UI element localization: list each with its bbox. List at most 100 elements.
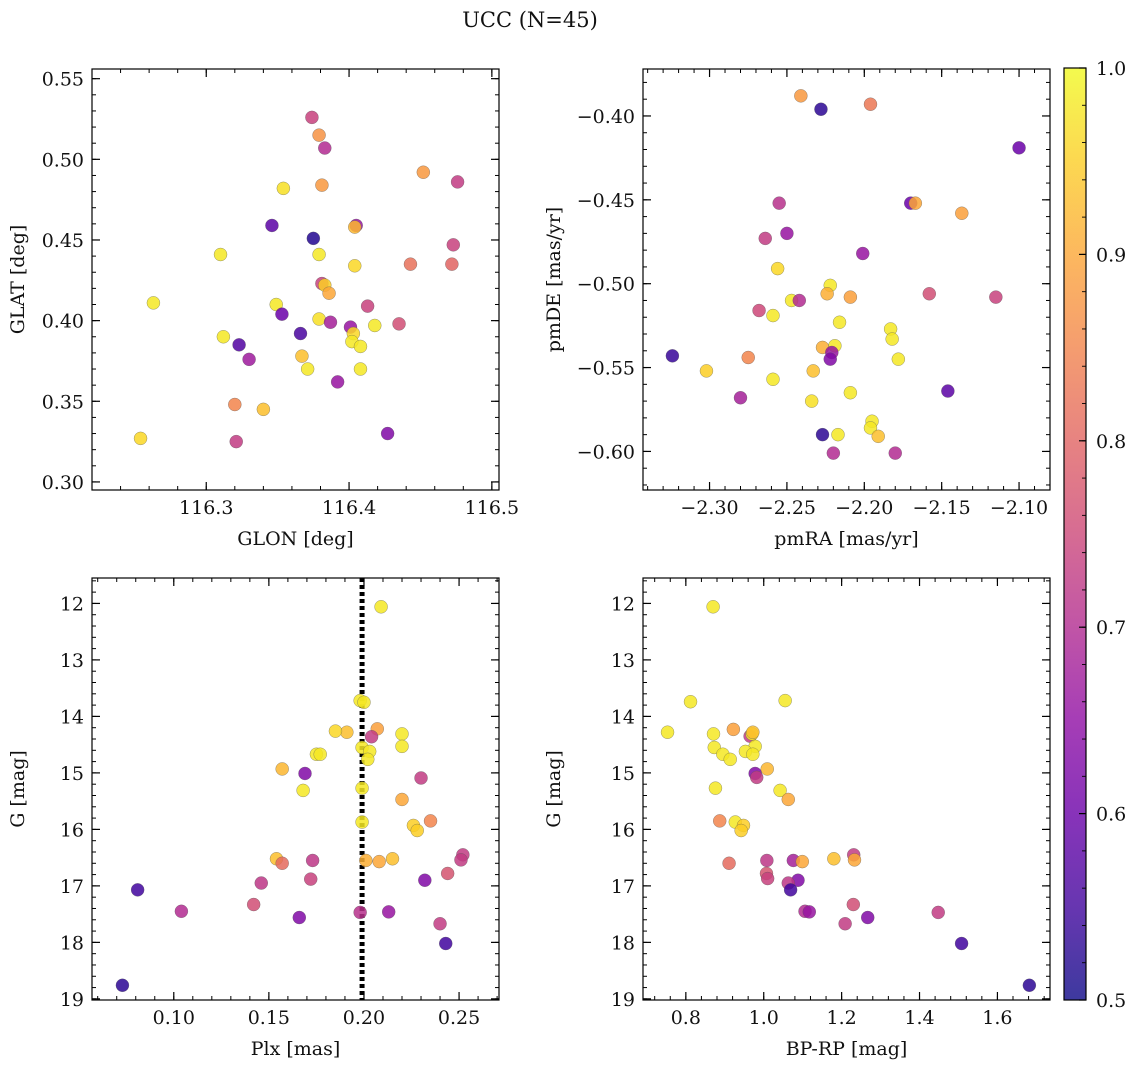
data-point bbox=[1022, 978, 1037, 993]
colorbar-tick-label: 0.5 bbox=[1096, 990, 1126, 1012]
data-point bbox=[364, 729, 379, 744]
data-point bbox=[395, 792, 409, 807]
data-point bbox=[306, 231, 321, 246]
data-point bbox=[454, 853, 468, 867]
data-point bbox=[418, 873, 432, 887]
x-tick-label: 0.8 bbox=[671, 1007, 701, 1029]
data-point bbox=[802, 905, 817, 919]
data-point bbox=[706, 600, 720, 614]
y-tick-label: 15 bbox=[60, 763, 84, 785]
data-point bbox=[871, 429, 885, 444]
data-point bbox=[380, 426, 395, 441]
x-tick-label: 1.6 bbox=[982, 1007, 1012, 1029]
y-tick-label: 0.35 bbox=[42, 391, 84, 413]
panel-glon-glat: 116.3 116.4 116.5 0.30 0.35 0.40 0.45 0.50 0.55 G… bbox=[7, 68, 519, 550]
y-tick-label: 12 bbox=[611, 593, 635, 615]
minor-ticks bbox=[92, 69, 499, 490]
data-point bbox=[322, 286, 336, 300]
data-point bbox=[827, 852, 841, 866]
data-point bbox=[395, 739, 409, 754]
data-point bbox=[328, 724, 343, 738]
y-tick-label: 0.40 bbox=[42, 311, 84, 333]
data-point bbox=[885, 332, 899, 346]
scatter-points bbox=[665, 89, 1026, 460]
minor-ticks bbox=[643, 69, 1051, 490]
colorbar-tick-label: 0.7 bbox=[1096, 617, 1126, 639]
x-tick-label: 1.0 bbox=[749, 1007, 779, 1029]
data-point bbox=[216, 330, 231, 344]
data-point bbox=[330, 375, 345, 389]
data-point bbox=[838, 916, 852, 931]
data-point bbox=[832, 315, 847, 330]
data-point bbox=[773, 783, 787, 798]
x-tick-label: 0.15 bbox=[248, 1007, 290, 1029]
data-point bbox=[414, 771, 428, 785]
data-point bbox=[256, 402, 271, 417]
data-point bbox=[246, 897, 261, 912]
x-tick-label: 0.25 bbox=[438, 1007, 480, 1029]
data-point bbox=[806, 364, 820, 378]
data-point bbox=[313, 747, 327, 762]
data-point bbox=[989, 290, 1003, 304]
x-tick-label: 1.4 bbox=[904, 1007, 934, 1029]
x-tick-label: 116.4 bbox=[322, 497, 376, 519]
data-point bbox=[133, 431, 148, 446]
data-point bbox=[746, 747, 760, 762]
data-point bbox=[213, 247, 228, 262]
y-tick-label: 0.45 bbox=[42, 230, 84, 252]
y-tick-label: −0.45 bbox=[577, 190, 635, 212]
data-point bbox=[804, 394, 819, 408]
data-point bbox=[758, 231, 773, 246]
figure-title: UCC (N=45) bbox=[462, 8, 598, 32]
y-tick-label: 0.50 bbox=[42, 149, 84, 171]
data-point bbox=[174, 904, 189, 919]
x-tick-label: 116.3 bbox=[179, 497, 233, 519]
data-point bbox=[353, 362, 368, 376]
data-point bbox=[863, 97, 878, 111]
y-tick-label: −0.55 bbox=[577, 358, 635, 380]
data-point bbox=[303, 872, 318, 886]
data-point bbox=[1012, 141, 1026, 155]
x-tick-label: 116.5 bbox=[465, 497, 519, 519]
data-point bbox=[846, 897, 861, 912]
data-point bbox=[752, 303, 766, 318]
y-tick-label: 17 bbox=[611, 876, 635, 898]
data-point bbox=[733, 390, 748, 405]
data-point bbox=[305, 853, 320, 868]
data-point bbox=[778, 693, 792, 708]
y-tick-label: 16 bbox=[611, 819, 635, 841]
data-point bbox=[423, 814, 438, 828]
axes-frame bbox=[642, 68, 1051, 491]
y-tick-label: 0.55 bbox=[42, 69, 84, 91]
data-point bbox=[941, 384, 955, 398]
data-point bbox=[318, 141, 332, 155]
data-point bbox=[146, 296, 161, 310]
data-point bbox=[843, 385, 858, 400]
data-point bbox=[726, 722, 741, 737]
data-point bbox=[242, 352, 256, 367]
data-point bbox=[440, 866, 455, 881]
data-point bbox=[955, 206, 969, 220]
data-point bbox=[130, 883, 145, 897]
data-point bbox=[293, 326, 308, 341]
data-point bbox=[392, 317, 406, 331]
data-point bbox=[323, 315, 338, 329]
data-point bbox=[353, 905, 367, 920]
data-point bbox=[374, 600, 388, 614]
scatter-points bbox=[133, 110, 465, 449]
data-point bbox=[855, 246, 870, 261]
y-tick-label: 17 bbox=[60, 876, 84, 898]
data-point bbox=[781, 792, 796, 807]
x-tick-label: 0.10 bbox=[153, 1007, 195, 1029]
scatter-points bbox=[660, 600, 1037, 993]
y-tick-label: 18 bbox=[60, 932, 84, 954]
y-tick-label: 16 bbox=[60, 819, 84, 841]
data-point bbox=[381, 905, 396, 919]
data-point bbox=[888, 446, 902, 460]
y-axis-label: G [mag] bbox=[7, 750, 29, 828]
data-point bbox=[770, 261, 785, 276]
data-point bbox=[665, 349, 680, 363]
data-point bbox=[843, 290, 858, 304]
data-point bbox=[416, 165, 431, 179]
